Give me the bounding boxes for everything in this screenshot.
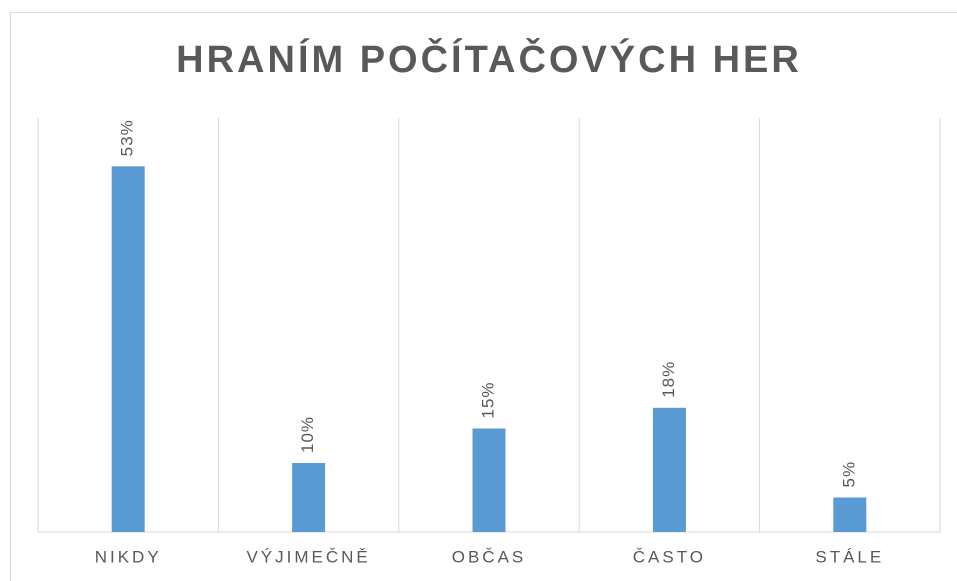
- bar: [652, 407, 686, 532]
- data-label: 18%: [659, 361, 678, 398]
- bar: [292, 463, 326, 532]
- chart-title: HRANÍM POČÍTAČOVÝCH HER: [176, 36, 802, 81]
- x-tick-label: NIKDY: [95, 547, 162, 566]
- data-label: 15%: [478, 381, 497, 418]
- data-label: 5%: [839, 461, 858, 488]
- bar: [833, 497, 867, 532]
- bar: [111, 166, 145, 533]
- data-label: 53%: [118, 119, 137, 156]
- x-tick-label: OBČAS: [452, 547, 527, 566]
- data-label: 10%: [298, 416, 317, 453]
- x-tick-label: VÝJIMEČNĚ: [246, 547, 370, 566]
- bar: [472, 428, 506, 532]
- x-tick-label: ČASTO: [633, 547, 706, 566]
- x-tick-label: STÁLE: [815, 547, 884, 566]
